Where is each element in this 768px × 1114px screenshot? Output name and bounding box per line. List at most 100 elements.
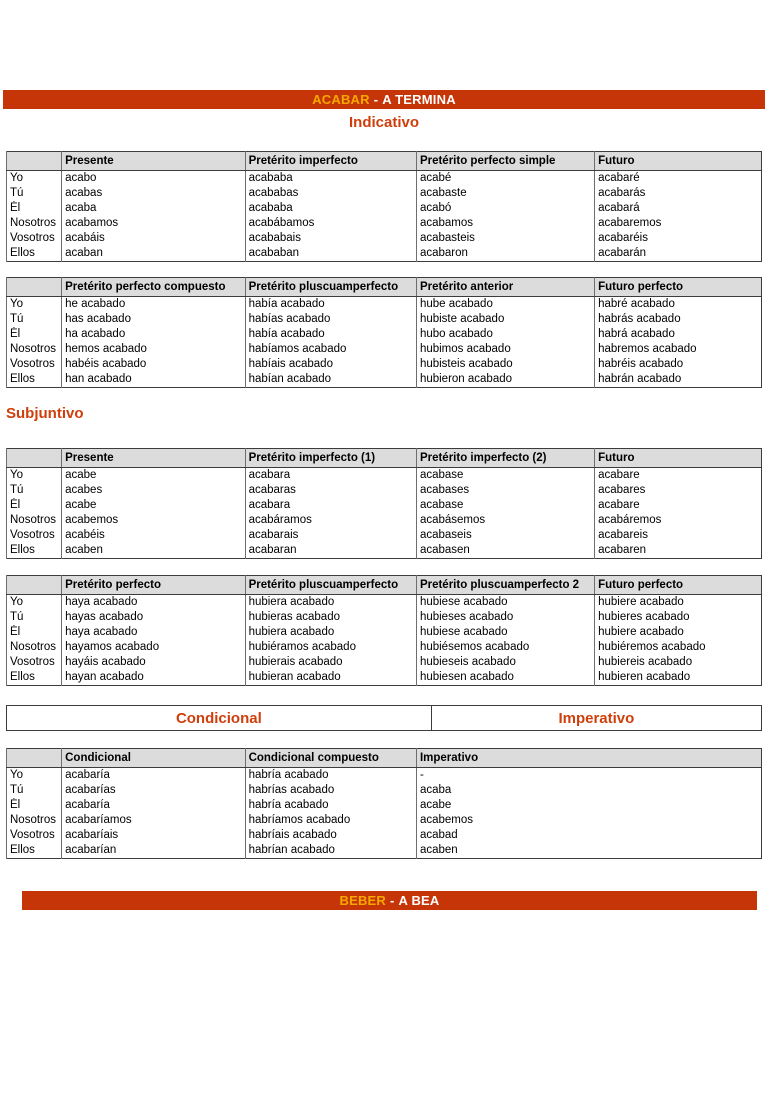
- conjugation-cell: acabarais: [244, 528, 417, 543]
- header-row: Presente Pretérito imperfecto (1) Pretérit…: [5, 448, 762, 468]
- conjugation-cell: hubiéramos acabado: [244, 640, 417, 655]
- section-title-imperativo: Imperativo: [558, 709, 635, 727]
- conjugation-cell: hubiera acabado: [244, 625, 417, 640]
- pronoun-label: Ellos: [5, 843, 62, 859]
- conjugation-cell: acabaremos: [594, 216, 762, 231]
- corner-cell: [5, 748, 62, 768]
- table-row: Yo haya acabado hubiera acabado hubiese aca…: [5, 594, 762, 610]
- conjugation-cell: hubieron acabado: [415, 372, 595, 388]
- conjugation-cell: hubiste acabado: [415, 312, 595, 327]
- pronoun-label: Vosotros: [5, 655, 62, 670]
- conjugation-cell: acabábamos: [244, 216, 417, 231]
- pronoun-label: Ellos: [5, 246, 62, 262]
- conjugation-cell: ha acabado: [61, 327, 246, 342]
- table-row: Nosotros hayamos acabado hubiéramos acabad…: [5, 640, 762, 655]
- table-row: Tú acabes acabaras acabases acabares: [5, 483, 762, 498]
- table-row: Vosotros acabáis acababais acabasteis acabar…: [5, 231, 762, 246]
- conjugation-cell: habrían acabado: [244, 843, 417, 859]
- table-row: Yo acabe acabara acabase acabare: [5, 467, 762, 483]
- conjugation-cell: han acabado: [61, 372, 246, 388]
- conjugation-cell: acabes: [61, 483, 246, 498]
- pronoun-label: Nosotros: [5, 640, 62, 655]
- conjugation-cell: había acabado: [244, 296, 417, 312]
- pronoun-label: Yo: [5, 296, 62, 312]
- conjugation-cell: acabas: [61, 186, 246, 201]
- conjugation-cell: acabé: [415, 170, 595, 186]
- conjugation-cell: habéis acabado: [61, 357, 246, 372]
- document-page: ACABAR - A TERMINA Indicativo Presente Pr…: [0, 90, 768, 910]
- pronoun-label: Él: [5, 798, 62, 813]
- conjugation-cell: acabamos: [61, 216, 246, 231]
- conjugation-cell: acabemos: [61, 513, 246, 528]
- conjugation-cell: acabara: [244, 467, 417, 483]
- conjugation-cell: has acabado: [61, 312, 246, 327]
- conjugation-cell: hubo acabado: [415, 327, 595, 342]
- table-row: Ellos hayan acabado hubieran acabado hubies…: [5, 670, 762, 686]
- conjugation-cell: acabase: [415, 498, 595, 513]
- header-row: Pretérito perfecto compuesto Pretérito pl…: [5, 277, 762, 297]
- pronoun-label: Ellos: [5, 670, 62, 686]
- conjugation-cell: hubiere acabado: [594, 625, 762, 640]
- table-row: Nosotros acabemos acabáramos acabásemos acab…: [5, 513, 762, 528]
- indicativo-simple-tenses-table: Presente Pretérito imperfecto Pretérito pe…: [5, 151, 762, 262]
- table-row: Él acabaría habría acabado acabe: [5, 798, 762, 813]
- pronoun-label: Yo: [5, 767, 62, 783]
- conjugation-cell: habías acabado: [244, 312, 417, 327]
- pronoun-label: Él: [5, 498, 62, 513]
- conjugation-cell: hubierais acabado: [244, 655, 417, 670]
- table-row: Vosotros acabéis acabarais acabaseis acabare…: [5, 528, 762, 543]
- conjugation-cell: acabasen: [415, 543, 595, 559]
- verb-translation: A TERMINA: [382, 92, 456, 107]
- table-row: Tú hayas acabado hubieras acabado hubieses …: [5, 610, 762, 625]
- conjugation-cell: acabéis: [61, 528, 246, 543]
- conjugation-cell: acabó: [415, 201, 595, 216]
- conjugation-cell: hubisteis acabado: [415, 357, 595, 372]
- column-header: Condicional: [61, 748, 246, 768]
- conjugation-cell: hube acabado: [415, 296, 595, 312]
- conjugation-cell: acabarás: [594, 186, 762, 201]
- next-verb-title: BEBER: [339, 893, 386, 908]
- conjugation-cell: acabares: [594, 483, 762, 498]
- conjugation-cell: acabaría: [61, 767, 246, 783]
- table-row: Vosotros acabaríais habríais acabado acabad: [5, 828, 762, 843]
- column-header: Presente: [61, 151, 246, 171]
- table-row: Yo he acabado había acabado hube acabado hab…: [5, 296, 762, 312]
- pronoun-label: Él: [5, 625, 62, 640]
- pronoun-label: Yo: [5, 170, 62, 186]
- conjugation-cell: hemos acabado: [61, 342, 246, 357]
- pronoun-label: Tú: [5, 783, 62, 798]
- conjugation-cell: acabarías: [61, 783, 246, 798]
- pronoun-label: Vosotros: [5, 828, 62, 843]
- conjugation-cell: acabaste: [415, 186, 595, 201]
- column-header: Pretérito anterior: [415, 277, 595, 297]
- conjugation-cell: acabarán: [594, 246, 762, 262]
- condicional-imperativo-banner: Condicional Imperativo: [6, 705, 762, 731]
- table-row: Ellos acabarían habrían acabado acaben: [5, 843, 762, 859]
- conjugation-cell: acabases: [415, 483, 595, 498]
- conjugation-cell: habremos acabado: [594, 342, 762, 357]
- conjugation-cell: acababas: [244, 186, 417, 201]
- conjugation-cell: habríamos acabado: [244, 813, 417, 828]
- verb-header-bar: ACABAR - A TERMINA: [3, 90, 765, 109]
- table-row: Yo acabaría habría acabado -: [5, 767, 762, 783]
- pronoun-label: Ellos: [5, 372, 62, 388]
- conjugation-cell: acaben: [415, 843, 762, 859]
- pronoun-label: Él: [5, 327, 62, 342]
- conjugation-cell: haya acabado: [61, 594, 246, 610]
- column-header: Futuro: [594, 448, 762, 468]
- pronoun-label: Yo: [5, 467, 62, 483]
- conjugation-cell: habíais acabado: [244, 357, 417, 372]
- conjugation-cell: acabáramos: [244, 513, 417, 528]
- conjugation-cell: acaba: [61, 201, 246, 216]
- conjugation-cell: -: [415, 767, 762, 783]
- table-row: Yo acabo acababa acabé acabaré: [5, 170, 762, 186]
- pronoun-label: Ellos: [5, 543, 62, 559]
- column-header: Pretérito perfecto simple: [415, 151, 595, 171]
- pronoun-label: Tú: [5, 312, 62, 327]
- pronoun-label: Tú: [5, 186, 62, 201]
- conjugation-cell: hubiéremos acabado: [594, 640, 762, 655]
- next-verb-translation: A BEA: [398, 893, 440, 908]
- conjugation-cell: habían acabado: [244, 372, 417, 388]
- conjugation-cell: acabasteis: [415, 231, 595, 246]
- conjugation-cell: acabad: [415, 828, 762, 843]
